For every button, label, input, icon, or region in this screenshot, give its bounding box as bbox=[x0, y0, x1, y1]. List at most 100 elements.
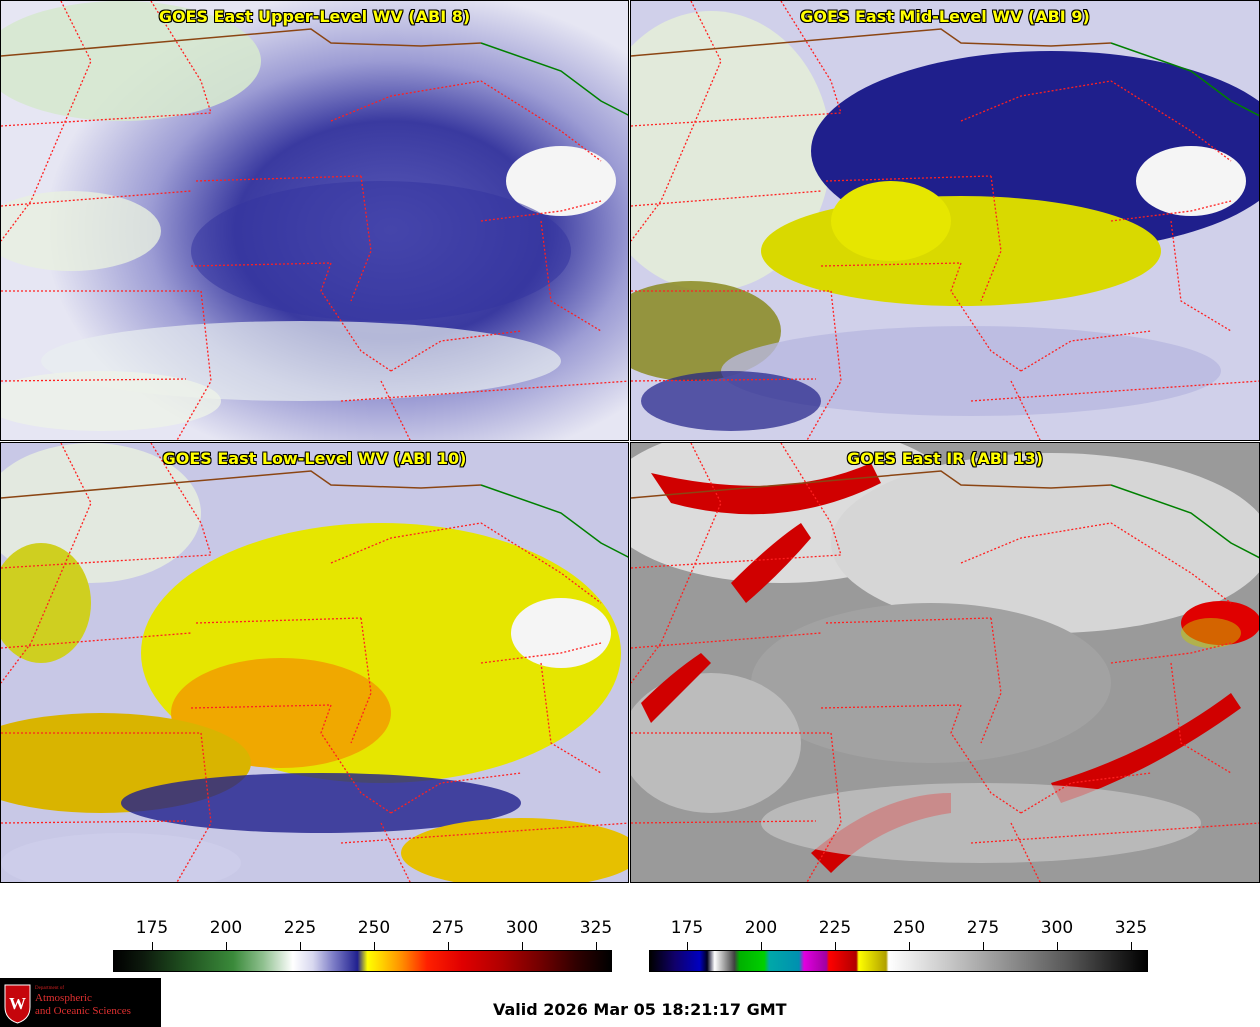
infrared-colorbar: 175 200 225 250 275 300 325 bbox=[649, 918, 1148, 978]
tick-label: 225 bbox=[818, 918, 852, 938]
water-vapor-colorbar-ticks: 175 200 225 250 275 300 325 bbox=[113, 918, 613, 950]
state-border-line bbox=[480, 642, 602, 664]
state-border-line bbox=[780, 443, 842, 556]
state-border-line bbox=[195, 617, 362, 624]
country-border-line bbox=[631, 470, 1112, 499]
state-border-line bbox=[1, 554, 212, 569]
state-border-line bbox=[190, 704, 332, 709]
state-border-line bbox=[960, 522, 1232, 604]
state-border-line bbox=[390, 330, 522, 372]
state-border-line bbox=[631, 378, 817, 382]
tick-label: 325 bbox=[579, 918, 613, 938]
water-vapor-colorbar: 175 200 225 250 275 300 325 bbox=[113, 918, 612, 978]
state-border-line bbox=[631, 443, 722, 684]
tick-label: 175 bbox=[135, 918, 169, 938]
tick-label: 175 bbox=[670, 918, 704, 938]
tick-label: 250 bbox=[892, 918, 926, 938]
tick-label: 300 bbox=[1040, 918, 1074, 938]
tick-label: 200 bbox=[209, 918, 243, 938]
state-border-line bbox=[631, 554, 842, 569]
upper-level-wv-panel: GOES East Upper-Level WV (ABI 8) bbox=[0, 0, 629, 441]
mid-level-wv-panel: GOES East Mid-Level WV (ABI 9) bbox=[630, 0, 1260, 441]
state-border-line bbox=[176, 732, 212, 882]
state-border-line bbox=[806, 732, 842, 882]
lakes-border-line bbox=[480, 42, 628, 116]
tick-label: 300 bbox=[505, 918, 539, 938]
state-border-line bbox=[825, 617, 992, 624]
state-border-line bbox=[1, 443, 92, 684]
state-borders bbox=[1, 1, 628, 440]
state-border-line bbox=[1, 820, 187, 824]
state-border-line bbox=[631, 820, 817, 824]
state-borders bbox=[1, 443, 628, 882]
state-border-line bbox=[970, 822, 1259, 844]
state-border-line bbox=[960, 80, 1232, 162]
state-border-line bbox=[1, 112, 212, 127]
state-border-line bbox=[780, 1, 842, 114]
tick-label: 200 bbox=[744, 918, 778, 938]
infrared-color-ramp bbox=[649, 950, 1148, 972]
state-border-line bbox=[631, 112, 842, 127]
state-border-line bbox=[480, 200, 602, 222]
lakes-border-line bbox=[480, 484, 628, 558]
state-borders bbox=[631, 443, 1259, 882]
state-border-line bbox=[1020, 772, 1152, 814]
state-border-line bbox=[980, 175, 1002, 302]
university-seal-icon: W bbox=[4, 984, 31, 1024]
state-border-line bbox=[825, 175, 992, 182]
tick-label: 275 bbox=[431, 918, 465, 938]
tick-label: 250 bbox=[357, 918, 391, 938]
state-border-line bbox=[195, 175, 362, 182]
state-border-line bbox=[150, 443, 212, 556]
state-border-line bbox=[320, 704, 392, 814]
state-border-line bbox=[820, 262, 962, 267]
state-border-line bbox=[1, 378, 187, 382]
state-border-line bbox=[1170, 220, 1232, 332]
ir-image bbox=[631, 443, 1259, 882]
state-border-line bbox=[330, 522, 602, 604]
state-border-line bbox=[540, 220, 602, 332]
valid-time: Valid 2026 Mar 05 18:21:17 GMT bbox=[493, 1000, 787, 1019]
svg-text:W: W bbox=[9, 994, 26, 1013]
state-border-line bbox=[320, 262, 392, 372]
country-border-line bbox=[1, 28, 482, 57]
logo-department: Department of bbox=[35, 986, 65, 991]
low-level-wv-panel: GOES East Low-Level WV (ABI 10) bbox=[0, 442, 629, 883]
state-border-line bbox=[950, 262, 1022, 372]
low-level-wv-image bbox=[1, 443, 628, 882]
state-border-line bbox=[330, 80, 602, 162]
state-border-line bbox=[1110, 200, 1232, 222]
state-border-line bbox=[350, 175, 372, 302]
state-border-line bbox=[350, 617, 372, 744]
state-borders bbox=[631, 1, 1259, 440]
logo-line1: Atmospheric bbox=[35, 992, 92, 1004]
state-border-line bbox=[390, 772, 522, 814]
tick-label: 225 bbox=[283, 918, 317, 938]
state-border-line bbox=[150, 1, 212, 114]
state-border-line bbox=[950, 704, 1022, 814]
logo-line2: and Oceanic Sciences bbox=[35, 1005, 131, 1017]
country-border-line bbox=[631, 28, 1112, 57]
state-border-line bbox=[540, 662, 602, 774]
state-border-line bbox=[980, 617, 1002, 744]
state-border-line bbox=[1010, 380, 1041, 440]
state-border-line bbox=[380, 822, 411, 882]
state-border-line bbox=[380, 380, 411, 440]
state-border-line bbox=[190, 262, 332, 267]
lakes-border-line bbox=[1110, 42, 1259, 117]
state-border-line bbox=[1, 1, 92, 242]
state-border-line bbox=[820, 704, 962, 709]
ir-panel: GOES East IR (ABI 13) bbox=[630, 442, 1260, 883]
state-border-line bbox=[1110, 642, 1232, 664]
aos-logo: W Department of Atmospheric and Oceanic … bbox=[0, 978, 161, 1027]
mid-level-wv-image bbox=[631, 1, 1259, 440]
upper-level-wv-image bbox=[1, 1, 628, 440]
state-border-line bbox=[176, 290, 212, 440]
state-border-line bbox=[1010, 822, 1041, 882]
state-border-line bbox=[631, 1, 722, 242]
state-border-line bbox=[806, 290, 842, 440]
state-border-line bbox=[340, 822, 628, 844]
state-border-line bbox=[1020, 330, 1152, 372]
tick-label: 275 bbox=[966, 918, 1000, 938]
infrared-colorbar-ticks: 175 200 225 250 275 300 325 bbox=[649, 918, 1148, 950]
